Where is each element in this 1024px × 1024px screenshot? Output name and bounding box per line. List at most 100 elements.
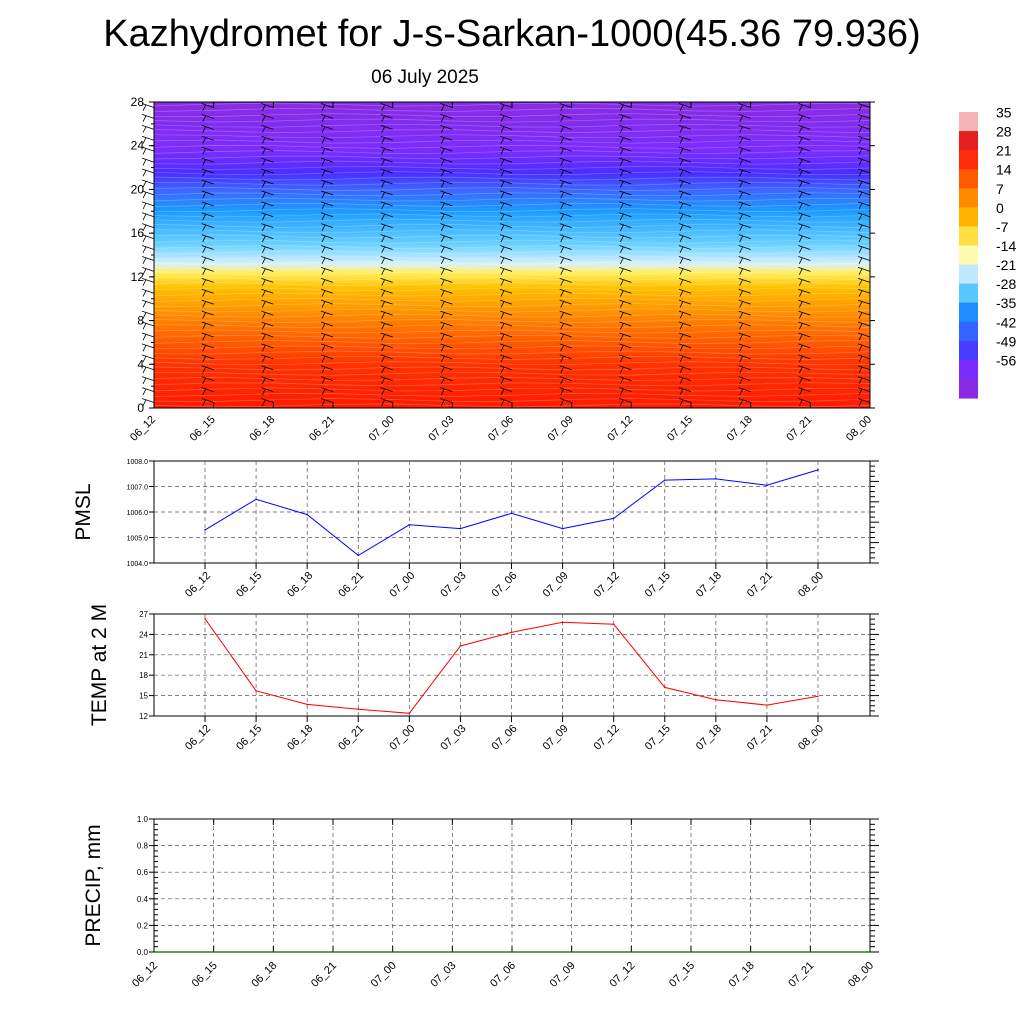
wind-barb: [261, 256, 274, 264]
wind-barb: [201, 343, 214, 352]
wind-barb: [440, 223, 453, 232]
wind-barb: [320, 343, 334, 352]
isoline: [153, 107, 871, 112]
wind-barb: [738, 168, 751, 177]
isoline: [153, 392, 871, 397]
wind-barb: [440, 135, 453, 144]
isoline: [153, 319, 871, 323]
colorbar-swatch: [959, 283, 978, 304]
wind-barb: [380, 201, 393, 210]
wind-barb: [141, 398, 155, 407]
wind-barb: [261, 354, 274, 363]
wind-barb: [380, 190, 393, 199]
wind-barb: [320, 365, 334, 374]
wind-barb: [141, 321, 155, 330]
wind-barb: [857, 332, 871, 341]
x-tick-label: 07_09: [548, 960, 578, 990]
wind-barb: [798, 103, 811, 111]
x-tick-label: 08_00: [846, 960, 876, 990]
wind-barb: [201, 387, 214, 396]
wind-barb: [619, 256, 632, 264]
wind-barb: [261, 146, 274, 155]
wind-barb: [261, 179, 274, 188]
isoline: [153, 129, 871, 133]
wind-barb: [798, 299, 811, 308]
wind-barb: [798, 376, 811, 385]
wind-barb: [141, 179, 155, 188]
wind-barb: [380, 135, 393, 144]
wind-barb: [738, 321, 751, 330]
wind-barb: [499, 387, 513, 396]
wind-barb: [141, 343, 155, 352]
y-tick-label: 24: [139, 630, 148, 639]
wind-barb: [857, 234, 871, 243]
wind-barb: [738, 234, 751, 243]
wind-barb: [320, 223, 334, 232]
y-tick-label: 24: [131, 139, 145, 153]
wind-barb: [559, 179, 572, 188]
isoline: [153, 382, 871, 387]
wind-barb: [857, 267, 871, 275]
wind-barb: [499, 354, 513, 363]
wind-barb: [141, 114, 155, 122]
isoline: [153, 192, 871, 197]
wind-barb: [857, 114, 871, 122]
data-point: [459, 645, 462, 647]
y-tick-label: 18: [139, 671, 148, 680]
wind-barb: [857, 256, 871, 264]
wind-barb: [141, 201, 155, 210]
isoline: [153, 123, 871, 128]
x-tick-label: 07_12: [605, 414, 635, 444]
wind-barb: [559, 354, 572, 363]
wind-barb: [141, 310, 155, 319]
colorbar-swatch: [959, 131, 978, 151]
x-tick-label: 06_15: [190, 960, 220, 990]
wind-barb: [738, 343, 751, 352]
colorbar-label: 21: [996, 143, 1012, 159]
wind-barb: [738, 146, 751, 155]
x-tick-label: 07_03: [428, 960, 458, 990]
wind-barb: [499, 398, 513, 407]
wind-barb: [678, 103, 692, 111]
y-tick-label: 16: [131, 226, 145, 240]
wind-barb: [857, 354, 871, 363]
wind-barb: [440, 114, 453, 122]
wind-barb: [380, 387, 393, 396]
wind-barb: [440, 288, 453, 297]
colorbar-swatch: [959, 302, 978, 323]
isoline: [153, 181, 871, 186]
wind-barb: [619, 168, 632, 177]
wind-barb: [619, 114, 632, 122]
wind-barb: [201, 332, 214, 341]
wind-barb: [559, 267, 572, 275]
wind-barb: [857, 321, 871, 330]
wind-barb: [141, 277, 155, 286]
wind-barb: [380, 277, 393, 286]
wind-barb: [738, 223, 751, 232]
wind-barb: [678, 157, 692, 166]
wind-barb: [440, 168, 453, 177]
wind-barb: [141, 135, 155, 144]
wind-barb: [201, 365, 214, 374]
wind-barb: [440, 332, 453, 341]
wind-barb: [201, 190, 214, 199]
isoline: [153, 350, 871, 355]
wind-barb: [798, 201, 811, 210]
y-tick-label: 0.6: [137, 868, 149, 877]
wind-barb: [201, 179, 214, 188]
wind-barb: [619, 299, 632, 308]
wind-barb: [738, 310, 751, 319]
y-tick-label: 0: [137, 401, 144, 415]
colorbar-label: 0: [996, 200, 1004, 216]
wind-barb: [559, 387, 572, 396]
isoline: [153, 282, 871, 286]
isoline: [153, 113, 871, 118]
wind-barb: [798, 157, 811, 166]
wind-barb: [261, 157, 274, 166]
wind-barb: [559, 398, 572, 407]
wind-barb: [201, 234, 214, 243]
wind-barb: [559, 168, 572, 177]
colorbar: 35 28 21 14 7 0 -7 -14 -21 -28 -35 -42 -49 -56: [959, 105, 1016, 399]
wind-barb: [499, 321, 513, 330]
colorbar-label: -56: [996, 352, 1016, 368]
